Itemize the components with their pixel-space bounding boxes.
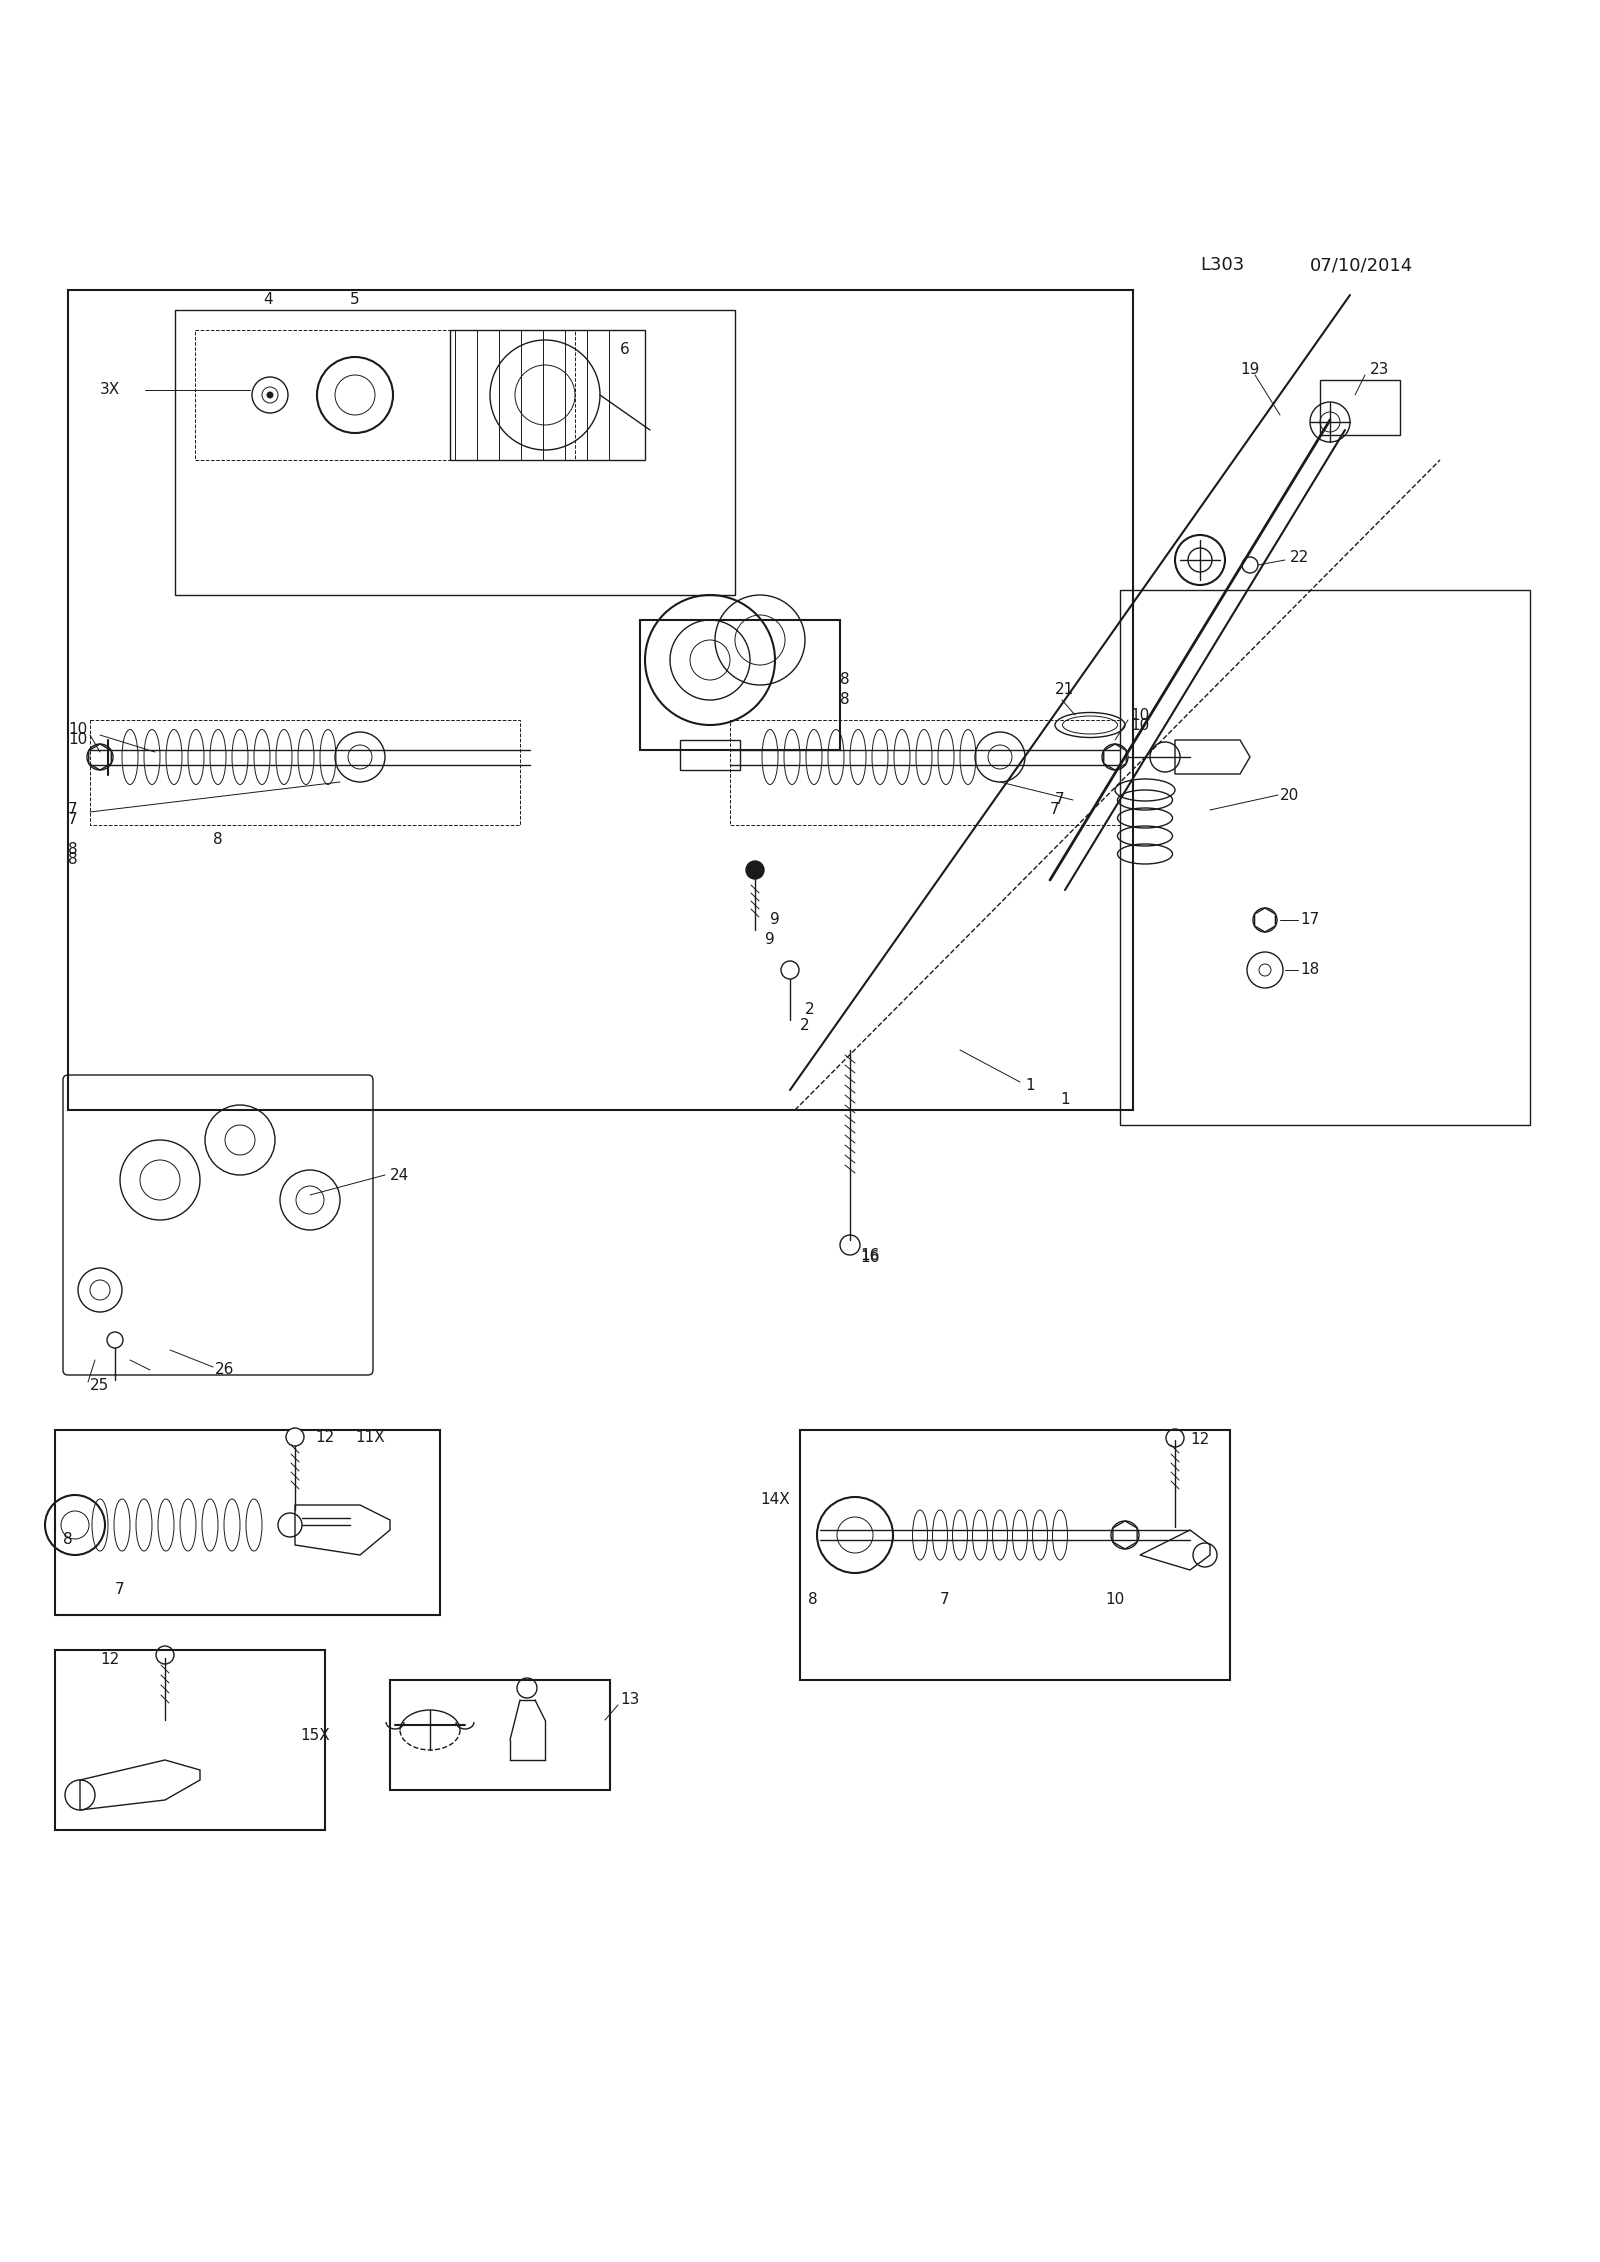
Bar (800, 1430, 1230, 1681)
Text: 11X: 11X (355, 1430, 384, 1445)
Bar (174, 310, 734, 595)
Circle shape (746, 862, 765, 880)
Bar (390, 1681, 610, 1789)
Text: 22: 22 (1290, 550, 1309, 566)
Text: 10: 10 (67, 733, 88, 746)
Text: 12: 12 (315, 1430, 334, 1445)
Bar (680, 740, 739, 769)
Text: 16: 16 (861, 1249, 880, 1262)
Text: 25: 25 (90, 1378, 109, 1393)
Text: 10: 10 (1106, 1592, 1125, 1608)
Text: 5: 5 (350, 292, 360, 308)
Text: 7: 7 (67, 803, 78, 817)
Bar (195, 330, 574, 459)
Text: 20: 20 (1280, 787, 1299, 803)
Text: 9: 9 (770, 912, 779, 927)
Bar (450, 330, 645, 459)
Bar (54, 1430, 440, 1615)
Text: 7: 7 (1054, 792, 1064, 808)
Text: 26: 26 (214, 1362, 234, 1378)
Bar (730, 719, 1120, 826)
Text: 10: 10 (1130, 717, 1149, 733)
Text: 10: 10 (1130, 708, 1149, 722)
Text: 15X: 15X (301, 1728, 330, 1742)
Circle shape (267, 391, 274, 398)
Text: 7: 7 (1050, 803, 1059, 817)
Text: 17: 17 (1299, 912, 1320, 927)
Text: 1: 1 (1026, 1077, 1035, 1093)
Text: 12: 12 (99, 1654, 120, 1667)
Text: 23: 23 (1370, 362, 1389, 378)
Text: 16: 16 (861, 1251, 880, 1264)
Text: 8: 8 (840, 692, 850, 708)
Text: 10: 10 (67, 722, 88, 737)
Text: 2: 2 (805, 1002, 814, 1018)
Text: 19: 19 (1240, 362, 1259, 378)
Text: L303: L303 (1200, 256, 1245, 274)
Bar (1120, 590, 1530, 1124)
Text: 1: 1 (1059, 1093, 1070, 1108)
Text: 8: 8 (808, 1592, 818, 1608)
Text: 07/10/2014: 07/10/2014 (1310, 256, 1413, 274)
Text: 4: 4 (262, 292, 274, 308)
Text: 21: 21 (1054, 683, 1074, 697)
Bar (67, 290, 1133, 1111)
Bar (90, 719, 520, 826)
Bar (54, 1649, 325, 1830)
Text: 9: 9 (765, 932, 774, 948)
Text: 8: 8 (62, 1531, 72, 1547)
Text: 3X: 3X (99, 382, 120, 398)
Text: 8: 8 (840, 672, 850, 688)
Text: 12: 12 (1190, 1432, 1210, 1448)
Circle shape (286, 1427, 304, 1445)
Text: 7: 7 (67, 812, 78, 828)
Bar (640, 620, 840, 751)
Text: 18: 18 (1299, 964, 1320, 977)
Text: 7: 7 (941, 1592, 950, 1608)
Bar (1320, 380, 1400, 434)
Text: 6: 6 (621, 342, 630, 357)
Text: 2: 2 (800, 1018, 810, 1031)
Text: 8: 8 (67, 841, 78, 857)
Text: 7: 7 (115, 1583, 125, 1597)
Text: 14X: 14X (760, 1493, 790, 1506)
Text: 13: 13 (621, 1692, 640, 1708)
Text: 24: 24 (390, 1167, 410, 1183)
Text: 8: 8 (213, 832, 222, 848)
Text: 8: 8 (67, 853, 78, 869)
